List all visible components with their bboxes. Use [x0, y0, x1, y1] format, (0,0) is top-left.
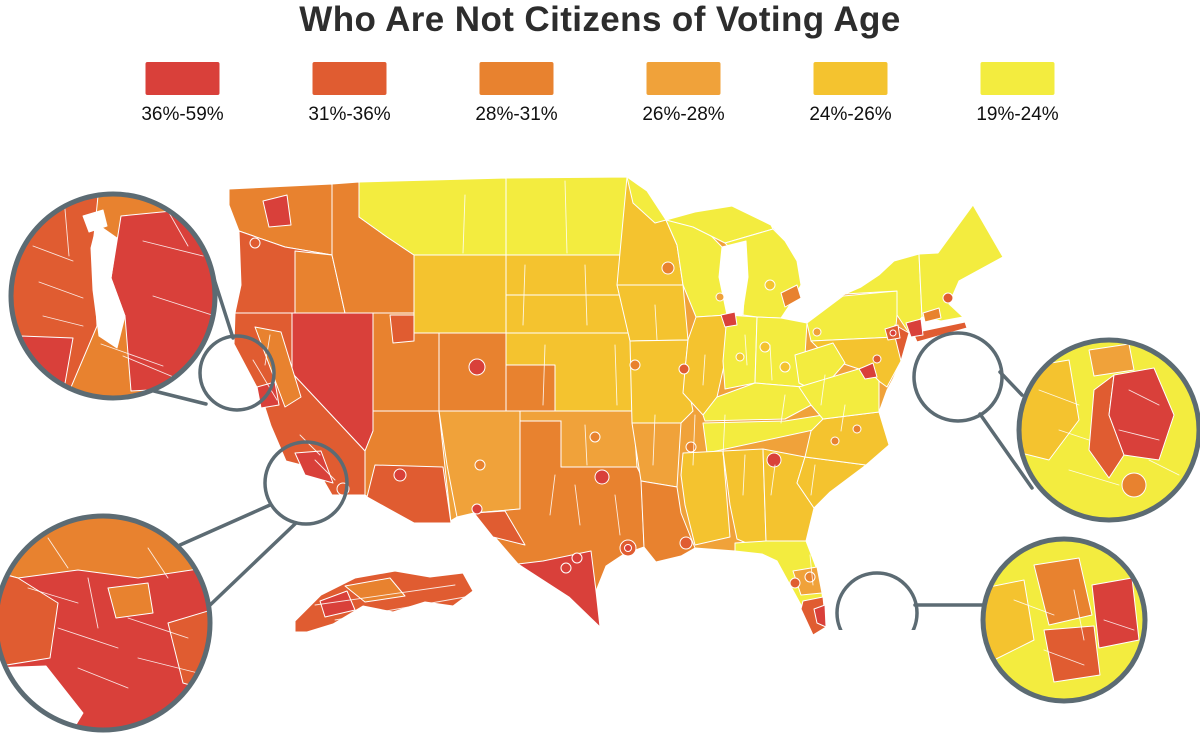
legend-swatch: [145, 62, 220, 95]
legend-item: 26%-28%: [642, 62, 725, 126]
metro-patch-washington-dc: [858, 362, 878, 380]
metro-patch-houston-core: [624, 544, 632, 552]
san-pablo-bay-water: [82, 209, 108, 233]
legend-label: 26%-28%: [642, 104, 725, 125]
metro-patch-baltimore: [872, 354, 882, 364]
metro-patch-orlando: [804, 571, 816, 583]
metro-patch-oklahoma-city: [589, 431, 601, 443]
legend-label: 28%-31%: [475, 104, 558, 125]
metro-patch-san-diego: [336, 482, 350, 496]
los-angeles-inset: [0, 513, 213, 733]
new-york-inset-content: [1019, 340, 1199, 520]
metro-patch-san-antonio: [560, 562, 572, 574]
legend-label: 31%-36%: [308, 104, 391, 125]
contiguous-us: [228, 176, 1004, 635]
alaska-district-lines: [314, 584, 466, 621]
metro-patch-denver: [468, 358, 486, 376]
new-york-inset: [1016, 337, 1200, 523]
state-iowa: [616, 284, 689, 342]
state-minnesota-north: [626, 176, 667, 224]
metro-patch-detroit: [780, 284, 802, 308]
legend-swatch: [813, 62, 888, 95]
metro-patch-boston: [942, 292, 954, 304]
inset-ring: [1016, 337, 1200, 523]
inset-district-lines: [1013, 589, 1135, 666]
state-utah-north: [389, 314, 415, 344]
inset-ring: [8, 191, 218, 401]
region-new-england: [918, 204, 1004, 322]
metro-patch-austin: [571, 552, 583, 564]
florida-inset-content: [983, 539, 1145, 701]
legend-swatch: [479, 62, 554, 95]
region-connecticut: [922, 307, 942, 323]
metro-patch-atlanta: [766, 452, 782, 468]
inset-district-lines: [32, 194, 215, 382]
state-north-dakota: [505, 176, 634, 256]
state-wyoming: [413, 254, 507, 334]
metro-patch-raleigh: [852, 424, 862, 434]
metro-patch-milwaukee: [715, 292, 725, 302]
district-patch-michigan: [764, 279, 776, 291]
metro-patch-charlotte: [830, 436, 840, 446]
metro-patch-portland: [249, 237, 261, 249]
alaska: [294, 570, 474, 633]
inset-district-lines: [1038, 389, 1180, 486]
legend-item: 28%-31%: [475, 62, 558, 126]
metro-patch-seattle: [262, 194, 292, 228]
legend-item: 19%-24%: [976, 62, 1059, 126]
legend-label: 24%-26%: [809, 104, 892, 125]
metro-patch-phoenix: [393, 468, 407, 482]
legend-item: 24%-26%: [809, 62, 892, 126]
metro-patch-tampa: [789, 577, 801, 589]
legend-swatch: [980, 62, 1055, 95]
metro-patch-memphis: [685, 441, 697, 453]
state-shapes: [228, 176, 1004, 635]
legend-item: 36%-59%: [141, 62, 224, 126]
legend-swatch: [312, 62, 387, 95]
district-patch-ohio-2: [779, 361, 791, 373]
metro-patch-philadelphia-core: [889, 329, 897, 337]
alaska-shape: [294, 570, 474, 633]
legend-swatch: [646, 62, 721, 95]
metro-patch-dallas: [594, 469, 610, 485]
metro-patch-san-francisco: [256, 381, 280, 409]
district-patch-ohio-1: [759, 341, 771, 353]
state-arizona-south: [366, 464, 452, 524]
page-title: Who Are Not Citizens of Voting Age: [299, 0, 901, 39]
metro-patch-kansas-city: [629, 359, 641, 371]
alaska-district-patch: [344, 577, 406, 603]
state-nebraska: [505, 294, 640, 334]
metro-patch-pittsburgh: [812, 327, 822, 337]
metro-patch-new-orleans: [679, 536, 693, 550]
state-michigan-up: [665, 205, 774, 244]
metro-patch-miami: [813, 604, 827, 628]
metro-patch-chicago: [720, 311, 738, 328]
legend: 36%-59% 31%-36% 28%-31% 26%-28% 24%-26% …: [141, 62, 1059, 126]
state-south-dakota: [505, 254, 636, 296]
metro-patch-st-louis: [678, 363, 690, 375]
alaska-district-patch: [319, 590, 356, 618]
legend-label: 36%-59%: [141, 104, 224, 125]
metro-patch-el-paso: [471, 503, 483, 515]
state-indiana: [722, 314, 758, 390]
district-patch-indiana: [735, 352, 745, 362]
metro-patch-albuquerque: [474, 459, 486, 471]
bay-water: [90, 223, 126, 349]
state-kansas-west: [505, 364, 556, 412]
us-map: [228, 176, 1004, 635]
metro-patch-minneapolis: [661, 261, 675, 275]
district-patch-south-texas: [517, 550, 601, 628]
florida-inset: [980, 536, 1148, 704]
lake-michigan: [718, 240, 749, 316]
bay-area-inset: [8, 191, 218, 401]
legend-label: 19%-24%: [976, 104, 1059, 125]
bay-area-inset-content: [11, 194, 215, 398]
district-patch-west-texas: [473, 510, 526, 546]
great-lakes: [718, 240, 749, 316]
legend-item: 31%-36%: [308, 62, 391, 126]
